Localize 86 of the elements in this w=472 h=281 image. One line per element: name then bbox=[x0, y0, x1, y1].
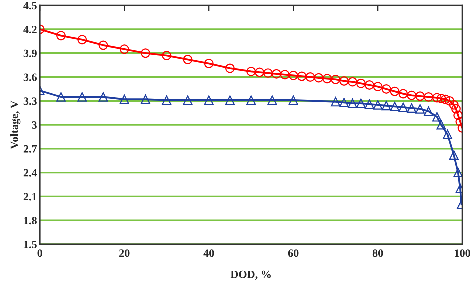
point bbox=[246, 96, 256, 106]
point bbox=[204, 96, 214, 106]
point bbox=[382, 84, 392, 94]
point bbox=[340, 76, 349, 86]
point bbox=[98, 92, 108, 102]
y-tick-label: 3 bbox=[32, 122, 37, 130]
point bbox=[407, 104, 417, 114]
point bbox=[348, 77, 358, 87]
point bbox=[398, 89, 408, 99]
y-tick-label: 4.5 bbox=[24, 2, 37, 10]
point bbox=[432, 93, 442, 103]
x-tick-label: 40 bbox=[204, 250, 214, 258]
point bbox=[204, 59, 214, 68]
point bbox=[120, 94, 130, 104]
point bbox=[225, 96, 235, 106]
point bbox=[56, 92, 66, 102]
point bbox=[364, 80, 374, 90]
point bbox=[356, 98, 366, 108]
point bbox=[288, 96, 298, 106]
point bbox=[183, 55, 193, 64]
y-axis-title: Voltage, V bbox=[10, 100, 21, 150]
point bbox=[331, 97, 341, 107]
point bbox=[183, 96, 193, 106]
x-tick-label: 20 bbox=[120, 250, 130, 258]
point bbox=[449, 100, 459, 110]
x-tick-label: 100 bbox=[455, 250, 470, 258]
y-tick-label: 3.6 bbox=[24, 74, 38, 82]
point bbox=[424, 106, 434, 116]
point bbox=[98, 40, 108, 50]
y-tick-label: 2.7 bbox=[24, 145, 38, 153]
point bbox=[443, 130, 452, 140]
point bbox=[382, 101, 392, 111]
y-tick-label: 2.1 bbox=[24, 193, 37, 201]
point bbox=[432, 112, 442, 122]
point bbox=[306, 72, 316, 82]
point bbox=[445, 96, 455, 106]
point bbox=[288, 70, 298, 80]
point bbox=[390, 86, 400, 96]
point bbox=[141, 94, 150, 104]
point bbox=[268, 96, 278, 106]
point bbox=[340, 98, 349, 108]
point bbox=[364, 100, 374, 110]
point bbox=[454, 110, 463, 120]
point bbox=[141, 48, 150, 58]
x-axis-title: DOD, % bbox=[230, 270, 271, 280]
point bbox=[373, 100, 383, 110]
point bbox=[416, 104, 426, 114]
y-tick-label: 1.5 bbox=[24, 240, 37, 248]
point bbox=[246, 66, 256, 76]
point bbox=[297, 72, 307, 82]
point bbox=[280, 70, 290, 80]
point bbox=[264, 68, 273, 78]
y-tick-label: 2.4 bbox=[24, 169, 38, 177]
point bbox=[373, 82, 383, 92]
y-tick-label: 1.8 bbox=[24, 217, 37, 225]
y-tick-label: 3.9 bbox=[24, 50, 37, 58]
point bbox=[454, 168, 463, 178]
point bbox=[162, 96, 172, 106]
point bbox=[348, 98, 358, 108]
point bbox=[436, 120, 446, 130]
point bbox=[162, 51, 172, 60]
point bbox=[424, 92, 434, 102]
point bbox=[56, 31, 66, 41]
point bbox=[225, 64, 235, 74]
point bbox=[436, 94, 446, 104]
point bbox=[440, 94, 450, 104]
point bbox=[314, 73, 324, 83]
point bbox=[416, 92, 426, 102]
point bbox=[120, 44, 130, 54]
point bbox=[331, 74, 341, 84]
point bbox=[398, 102, 408, 112]
x-tick-label: 80 bbox=[372, 250, 384, 258]
x-tick-label: 60 bbox=[288, 250, 299, 258]
point bbox=[78, 92, 88, 102]
point bbox=[407, 90, 417, 100]
y-tick-label: 3.3 bbox=[24, 98, 37, 106]
point bbox=[449, 150, 459, 160]
point bbox=[390, 102, 400, 112]
point bbox=[322, 74, 332, 84]
point bbox=[78, 35, 88, 45]
y-tick-label: 4.2 bbox=[24, 26, 37, 34]
point bbox=[272, 69, 282, 79]
point bbox=[356, 78, 366, 88]
x-tick-label: 0 bbox=[38, 250, 42, 258]
point bbox=[255, 68, 265, 78]
point bbox=[452, 104, 461, 114]
